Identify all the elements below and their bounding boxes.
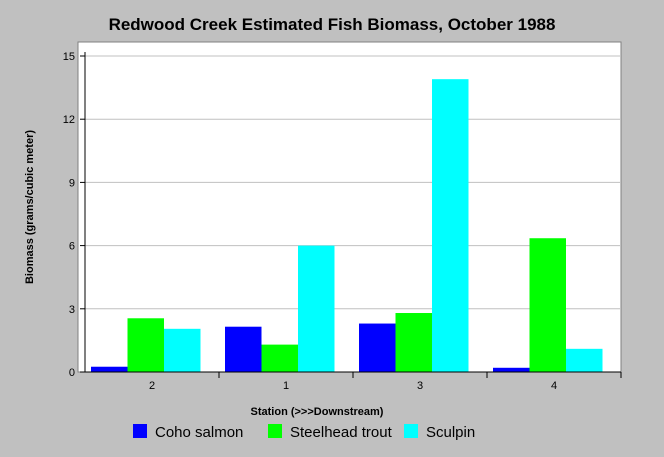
bar [493,367,530,372]
legend-label: Sculpin [426,424,475,441]
bar [225,326,262,372]
y-tick-label: 9 [69,177,75,189]
bar [127,318,164,372]
y-tick-label: 3 [69,304,75,316]
x-tick-label: 1 [283,380,289,392]
y-tick-label: 0 [69,367,75,379]
legend-label: Steelhead trout [290,424,393,441]
y-tick-label: 12 [63,114,75,126]
bar [164,328,201,372]
legend-swatch [404,424,418,438]
x-axis-label: Station (>>>Downstream) [251,406,384,418]
legend-label: Coho salmon [155,424,243,441]
bar [395,313,432,372]
y-tick-label: 6 [69,241,75,253]
bar [91,366,128,372]
chart-title: Redwood Creek Estimated Fish Biomass, Oc… [109,15,556,34]
bars [91,79,603,372]
bar [261,344,298,372]
y-tick-label: 15 [63,51,75,63]
bar [432,79,469,372]
legend-swatch [133,424,147,438]
x-tick-label: 2 [149,380,155,392]
bar [298,245,335,372]
x-tick-label: 3 [417,380,423,392]
bar [529,238,566,372]
legend-swatch [268,424,282,438]
y-axis-label: Biomass (grams/cubic meter) [24,130,36,284]
bar [359,323,396,372]
legend: Coho salmon Steelhead trout Sculpin [133,424,475,441]
bar [566,348,603,372]
axes: 0 3 6 9 12 15 2 1 3 4 [63,51,622,392]
x-tick-label: 4 [551,380,557,392]
